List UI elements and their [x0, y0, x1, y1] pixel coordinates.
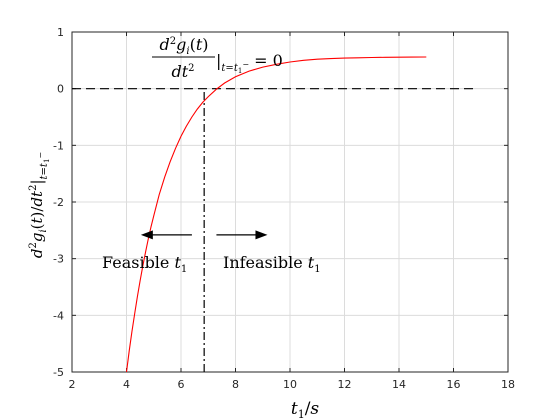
- condition-annotation: d2gi(t) dt2 |t=t1− = 0: [152, 35, 283, 81]
- x-axis-label: t1/s: [291, 399, 320, 420]
- x-tick-label: 8: [232, 378, 239, 391]
- y-tick-label: 1: [57, 26, 64, 39]
- x-tick-label: 10: [283, 378, 297, 391]
- feasible-label: Feasible t1: [102, 253, 187, 275]
- x-tick-label: 16: [447, 378, 461, 391]
- x-tick-labels: 2 4 6 8 10 12 14 16 18: [69, 378, 516, 391]
- svg-text:|t=t1− = 0: |t=t1− = 0: [216, 51, 283, 75]
- infeasible-label: Infeasible t1: [223, 253, 321, 275]
- x-tick-label: 4: [123, 378, 130, 391]
- x-tick-label: 12: [338, 378, 352, 391]
- grid-layer: [71, 31, 509, 373]
- y-tick-label: -4: [53, 309, 64, 322]
- x-tick-label: 2: [69, 378, 76, 391]
- y-tick-labels: -5 -4 -3 -2 -1 0 1: [53, 26, 64, 379]
- reference-lines: [72, 88, 476, 372]
- x-tick-label: 14: [392, 378, 406, 391]
- y-tick-label: 0: [57, 83, 64, 96]
- series-line: [125, 56, 427, 373]
- x-tick-label: 18: [501, 378, 515, 391]
- annotations: [140, 230, 268, 240]
- plot-frame: [71, 31, 509, 373]
- y-tick-label: -3: [53, 253, 64, 266]
- series-layer: [125, 56, 427, 373]
- y-tick-label: -1: [53, 139, 64, 152]
- y-axis-label: d2gi(t)/dt2|t=t1−: [28, 152, 51, 258]
- svg-text:d2gi(t): d2gi(t): [159, 35, 208, 57]
- y-tick-label: -5: [53, 366, 64, 379]
- x-tick-label: 6: [178, 378, 185, 391]
- right-arrow-head: [255, 230, 268, 240]
- left-arrow-head: [140, 230, 153, 240]
- y-tick-label: -2: [53, 196, 64, 209]
- svg-text:dt2: dt2: [171, 62, 194, 81]
